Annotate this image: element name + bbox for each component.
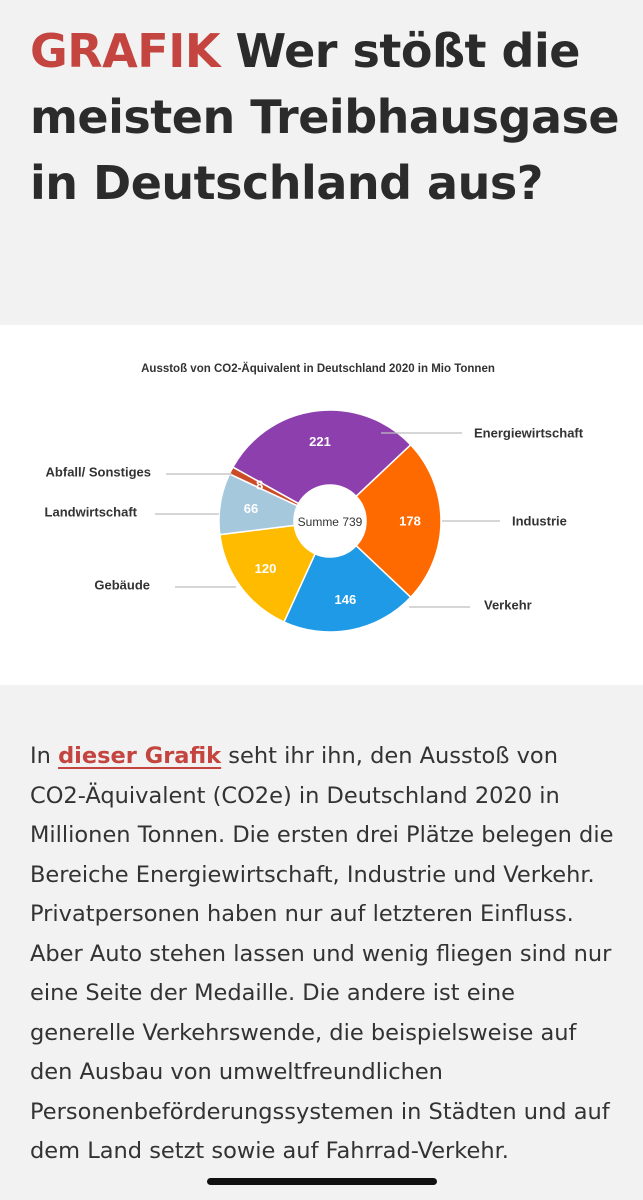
category-label-landwirtschaft: Landwirtschaft bbox=[45, 505, 138, 520]
category-label-verkehr: Verkehr bbox=[484, 598, 532, 613]
value-label-industrie: 178 bbox=[399, 514, 421, 529]
headline-kicker: GRAFIK bbox=[30, 24, 220, 78]
article-paragraph: In dieser Grafik seht ihr ihn, den Ausst… bbox=[30, 737, 615, 1172]
headline-section: GRAFIK Wer stößt die meisten Treibhausga… bbox=[0, 0, 643, 325]
category-label-energiewirtschaft: Energiewirtschaft bbox=[474, 426, 584, 441]
page-title: GRAFIK Wer stößt die meisten Treibhausga… bbox=[30, 18, 620, 216]
donut-chart: Ausstoß von CO2-Äquivalent in Deutschlan… bbox=[45, 362, 584, 633]
value-label-verkehr: 146 bbox=[335, 592, 357, 607]
chart-link[interactable]: dieser Grafik bbox=[58, 743, 222, 769]
value-label-gebäude: 120 bbox=[255, 561, 277, 576]
category-label-gebäude: Gebäude bbox=[94, 578, 150, 593]
chart-title: Ausstoß von CO2-Äquivalent in Deutschlan… bbox=[141, 362, 495, 375]
article-text: seht ihr ihn, den Ausstoß von CO2-Äquiva… bbox=[30, 743, 614, 1164]
chart-center-label: Summe 739 bbox=[298, 515, 363, 529]
article-body: In dieser Grafik seht ihr ihn, den Ausst… bbox=[0, 685, 643, 1200]
value-label-abfall-sonstiges: 8 bbox=[256, 478, 263, 493]
category-label-industrie: Industrie bbox=[512, 514, 567, 529]
value-label-landwirtschaft: 66 bbox=[244, 501, 258, 516]
donut-hole bbox=[294, 485, 366, 557]
category-label-abfall-sonstiges: Abfall/ Sonstiges bbox=[46, 465, 151, 480]
chart-section: Ausstoß von CO2-Äquivalent in Deutschlan… bbox=[0, 325, 643, 685]
article-intro: In bbox=[30, 743, 59, 769]
home-indicator bbox=[207, 1178, 437, 1185]
headline-title: Wer stößt die meisten Treibhausgase in D… bbox=[30, 24, 620, 210]
value-label-energiewirtschaft: 221 bbox=[309, 434, 331, 449]
